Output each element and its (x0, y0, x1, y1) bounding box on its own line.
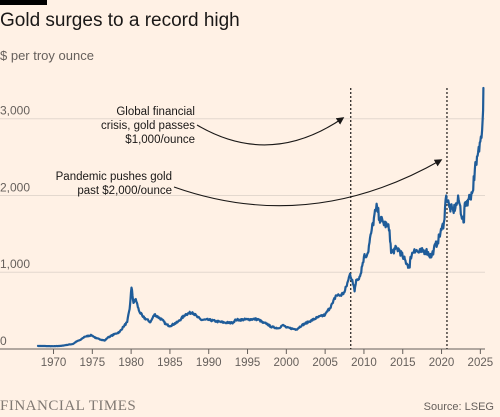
event-markers (350, 88, 448, 349)
y-tick-label: 2,000 (0, 180, 30, 194)
chart-title: Gold surges to a record high (0, 10, 240, 31)
x-tick-label: 2010 (351, 357, 377, 369)
x-tick-label: 2020 (429, 357, 455, 369)
x-tick-label: 1995 (235, 357, 261, 369)
annotation-gfc-line-2: crisis, gold passes (101, 120, 195, 132)
annotation-gfc-arrow (196, 117, 345, 146)
x-tick-label: 1975 (80, 357, 106, 369)
annotations: Global financial crisis, gold passes $1,… (56, 106, 443, 207)
x-tick-label: 1990 (196, 357, 222, 369)
footer-brand: FINANCIAL TIMES (0, 398, 137, 414)
x-tick-label: 2000 (274, 357, 300, 369)
y-axis: 0 1,000 2,000 3,000 (0, 104, 30, 348)
x-tick-label: 1970 (41, 357, 67, 369)
brand-top-bar (0, 0, 47, 5)
x-tick-label: 2025 (468, 357, 494, 369)
annotation-gfc-line-1: Global financial (116, 106, 195, 118)
gridlines (0, 118, 485, 350)
chart-subtitle: $ per troy ounce (0, 48, 94, 63)
annotation-pandemic-arrow (173, 159, 443, 207)
annotation-gfc-line-3: $1,000/ounce (125, 134, 195, 146)
x-tick-label: 2005 (312, 357, 338, 369)
y-tick-label: 0 (0, 334, 7, 348)
x-tick-label: 1980 (118, 357, 144, 369)
footer-source: Source: LSEG (423, 401, 494, 413)
y-tick-label: 3,000 (0, 104, 30, 118)
y-tick-label: 1,000 (0, 257, 30, 271)
gold-price-line (36, 86, 485, 348)
annotation-pandemic-line-2: past $2,000/ounce (77, 185, 172, 197)
x-tick-label: 2015 (390, 357, 416, 369)
x-axis: 1970 1975 1980 1985 1990 1995 2000 2005 2010 2015… (41, 349, 493, 369)
x-tick-label: 1985 (157, 357, 183, 369)
series (36, 86, 485, 348)
annotation-pandemic-line-1: Pandemic pushes gold (56, 171, 172, 183)
